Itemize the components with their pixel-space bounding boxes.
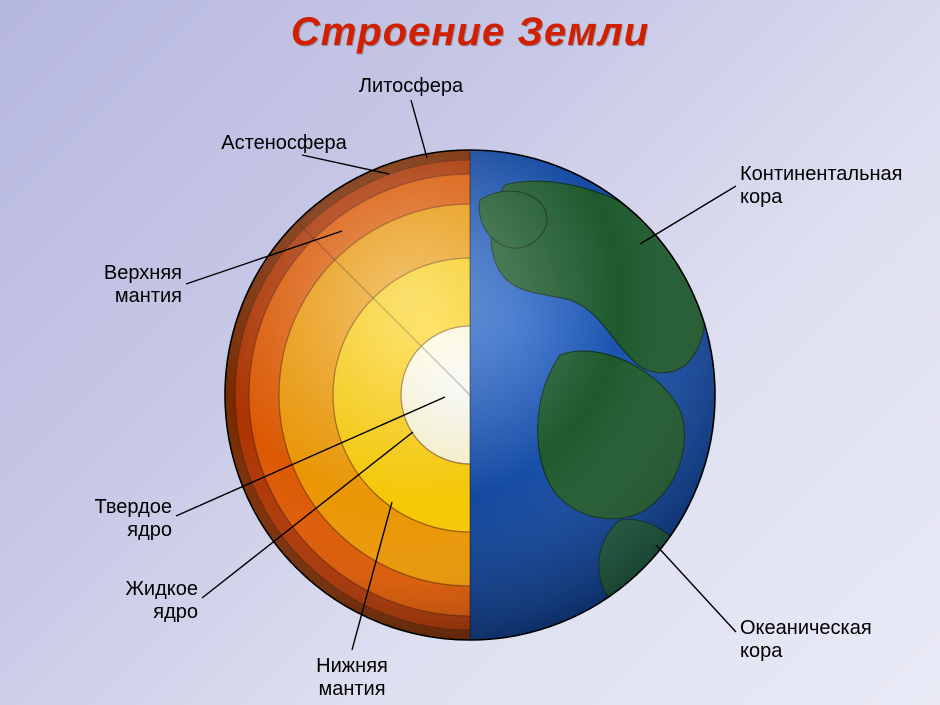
- leader-lithosphere: [411, 100, 427, 158]
- label-asthenosphere: Астеносфера: [221, 132, 346, 155]
- label-upper-mantle: Верхняя мантия: [104, 262, 182, 308]
- label-outer-core: Жидкое ядро: [125, 578, 198, 624]
- label-oceanic-crust: Океаническая кора: [740, 617, 872, 663]
- leader-continental-crust: [640, 186, 736, 244]
- label-lower-mantle: Нижняя мантия: [316, 655, 388, 701]
- leader-oceanic-crust: [656, 545, 736, 632]
- label-lithosphere: Литосфера: [359, 75, 463, 98]
- label-continental-crust: Континентальная кора: [740, 163, 903, 209]
- leader-asthenosphere: [302, 155, 389, 174]
- label-inner-core: Твердое ядро: [95, 496, 172, 542]
- diagram-stage: Строение Земли: [0, 0, 940, 705]
